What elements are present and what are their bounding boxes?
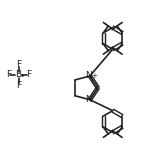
Text: N: N <box>86 72 92 80</box>
Text: N: N <box>86 95 92 104</box>
Text: F: F <box>26 71 32 79</box>
Text: +: + <box>91 73 97 79</box>
Text: F: F <box>6 71 11 79</box>
Text: F: F <box>16 60 21 69</box>
Text: B: B <box>15 71 22 79</box>
Text: F: F <box>16 81 21 90</box>
